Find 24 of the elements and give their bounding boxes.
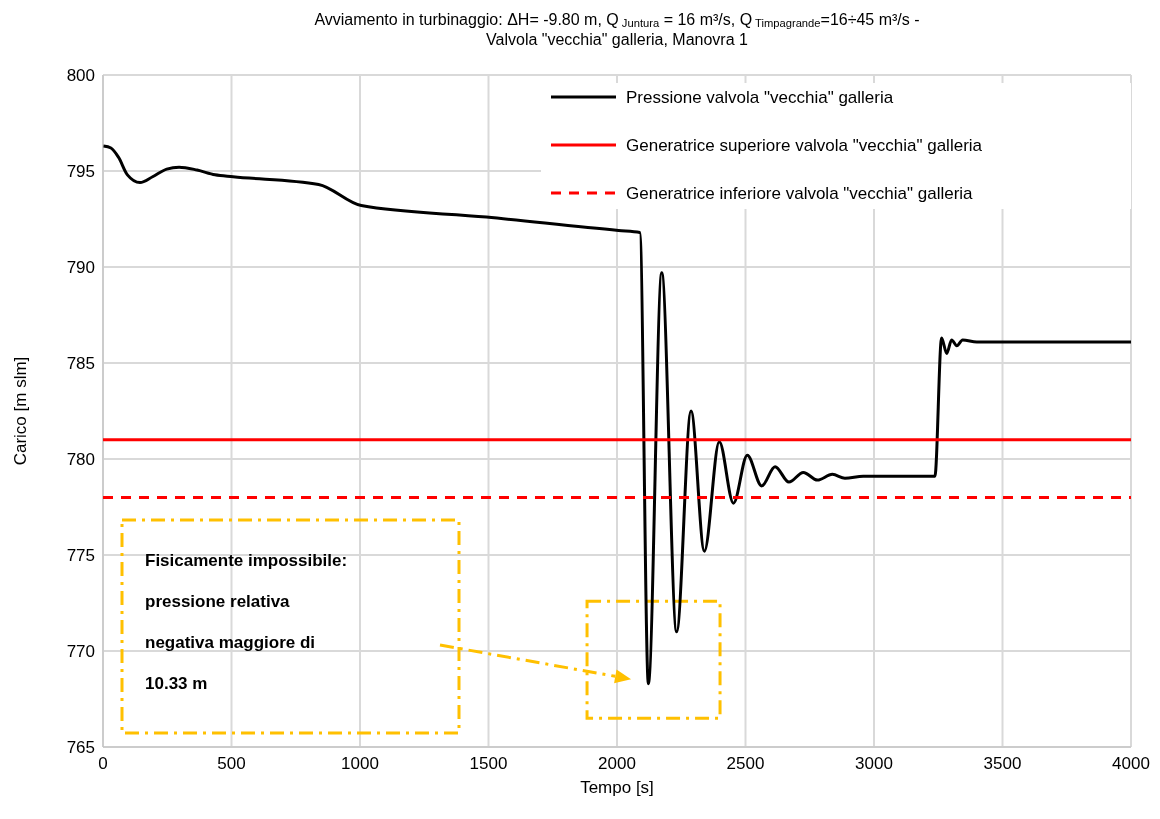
legend-label: Generatrice inferiore valvola "vecchia" galleria <box>626 184 974 203</box>
y-tick-label: 790 <box>66 258 95 277</box>
y-tick-label: 800 <box>66 66 95 85</box>
x-axis-title: Tempo [s] <box>580 778 654 797</box>
y-tick-label: 775 <box>66 546 95 565</box>
x-tick-label: 2500 <box>726 754 765 773</box>
x-tick-label: 500 <box>217 754 246 773</box>
x-tick-label: 0 <box>98 754 108 773</box>
x-tick-label: 3500 <box>983 754 1022 773</box>
x-tick-label: 1000 <box>341 754 379 773</box>
y-tick-label: 770 <box>66 642 95 661</box>
y-tick-label: 765 <box>66 738 95 757</box>
y-tick-label: 785 <box>66 354 95 373</box>
legend-label: Generatrice superiore valvola "vecchia" galleria <box>626 136 983 155</box>
legend-label: Pressione valvola "vecchia" galleria <box>626 88 894 107</box>
text: Fisicamente impossibile: pressione relativa negativa maggiore di 10.33 m <box>145 551 348 693</box>
x-tick-label: 1500 <box>469 754 508 773</box>
y-axis-title: Carico [m slm] <box>11 356 30 466</box>
y-tick-label: 795 <box>66 162 95 181</box>
x-tick-label: 2000 <box>598 754 636 773</box>
chart-title: Avviamento in turbinaggio: ΔH= -9.80 m, Q $_{Juntura}$ = 16 m³/s, Q $_{Timpagrande}$=16÷45 m³/s - Valvola "vecchia" galleria, Manovra 1 <box>314 11 920 48</box>
y-tick-label: 780 <box>66 450 95 469</box>
x-tick-label: 3000 <box>855 754 893 773</box>
x-tick-label: 4000 <box>1112 754 1150 773</box>
